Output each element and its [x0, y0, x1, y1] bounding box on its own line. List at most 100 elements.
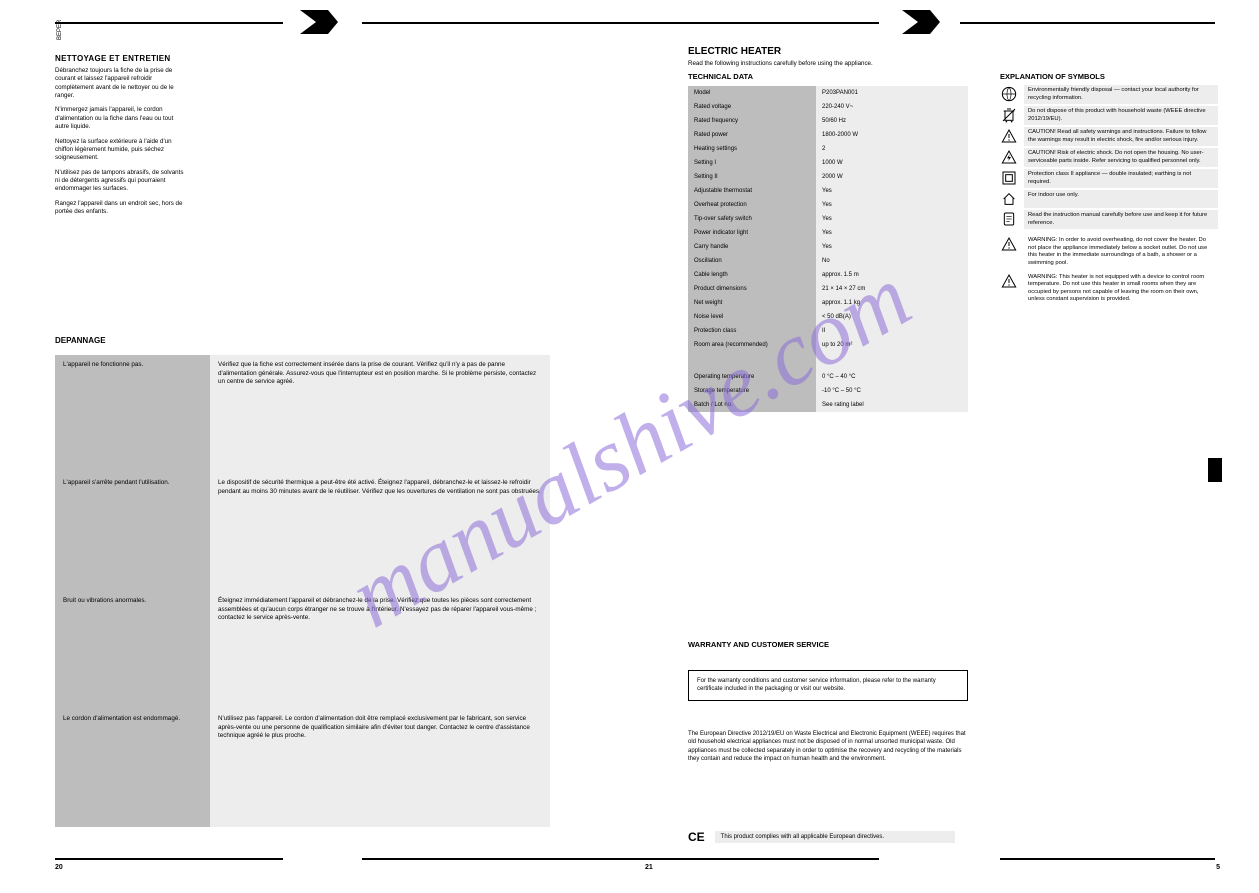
- tech-value: 0 °C – 40 °C: [816, 370, 968, 384]
- troubleshooting-title: DEPANNAGE: [55, 336, 106, 345]
- table-row: Batch / Lot no.See rating label: [688, 398, 968, 412]
- volt-icon: [1000, 148, 1018, 166]
- tech-key: Room area (recommended): [688, 338, 816, 370]
- tech-value: 50/60 Hz: [816, 114, 968, 128]
- ce-row: CE This product complies with all applic…: [688, 830, 955, 844]
- intro-paragraph: N'immergez jamais l'appareil, le cordon …: [55, 106, 185, 131]
- tech-value: Yes: [816, 226, 968, 240]
- table-row: Bruit ou vibrations anormales. Éteignez …: [55, 591, 550, 709]
- tech-key: Rated power: [688, 128, 816, 142]
- symbol-text: Environmentally friendly disposal — cont…: [1024, 85, 1218, 104]
- product-subtitle: Read the following instructions carefull…: [688, 60, 948, 68]
- table-row: ModelP203PAN001: [688, 86, 968, 100]
- tech-key: Setting II: [688, 170, 816, 184]
- symbol-text: CAUTION! Risk of electric shock. Do not …: [1024, 148, 1218, 167]
- tech-value: < 50 dB(A): [816, 310, 968, 324]
- table-row: Setting II2000 W: [688, 170, 968, 184]
- table-row: Tip-over safety switchYes: [688, 212, 968, 226]
- ce-text: This product complies with all applicabl…: [715, 831, 955, 843]
- indoor-icon: [1000, 190, 1018, 208]
- rule-bottom-mid: [362, 858, 879, 860]
- symbol-row: Protection class II appliance — double i…: [1000, 169, 1218, 188]
- table-row: Rated frequency50/60 Hz: [688, 114, 968, 128]
- tech-key: Carry handle: [688, 240, 816, 254]
- rule-top-right: [960, 22, 1215, 24]
- symbols-title: EXPLANATION OF SYMBOLS: [1000, 72, 1218, 81]
- manual-icon: [1000, 210, 1018, 228]
- tech-key: Cable length: [688, 268, 816, 282]
- tech-key: Oscillation: [688, 254, 816, 268]
- symbol-text: For indoor use only.: [1024, 190, 1218, 208]
- tech-key: Setting I: [688, 156, 816, 170]
- table-row: Cable lengthapprox. 1.5 m: [688, 268, 968, 282]
- symbol-row: Environmentally friendly disposal — cont…: [1000, 85, 1218, 104]
- tech-key: Noise level: [688, 310, 816, 324]
- tech-key: Net weight: [688, 296, 816, 310]
- tech-value: approx. 1.1 kg: [816, 296, 968, 310]
- intro-paragraph: Débranchez toujours la fiche de la prise…: [55, 67, 185, 100]
- note-box: For the warranty conditions and customer…: [688, 670, 968, 701]
- tech-value: 220-240 V~: [816, 100, 968, 114]
- problem-cell: Bruit ou vibrations anormales.: [55, 591, 210, 709]
- symbol-row: Do not dispose of this product with hous…: [1000, 106, 1218, 125]
- left-page: BEPER NETTOYAGE ET ENTRETIEN Débranchez …: [55, 30, 622, 840]
- globe-icon: [1000, 85, 1018, 103]
- brand-code-vertical: BEPER: [57, 20, 63, 40]
- tech-value: No: [816, 254, 968, 268]
- right-page: ELECTRIC HEATER Read the following instr…: [660, 30, 1220, 840]
- table-row: L'appareil s'arrête pendant l'utilisatio…: [55, 473, 550, 591]
- table-row: Room area (recommended)up to 20 m²: [688, 338, 968, 370]
- tech-value: up to 20 m²: [816, 338, 968, 370]
- warn-icon: [1000, 272, 1018, 290]
- tech-value: 21 × 14 × 27 cm: [816, 282, 968, 296]
- ce-mark-icon: CE: [688, 830, 705, 844]
- table-row: Noise level< 50 dB(A): [688, 310, 968, 324]
- tech-key: Rated voltage: [688, 100, 816, 114]
- symbol-row: CAUTION! Risk of electric shock. Do not …: [1000, 148, 1218, 167]
- tech-value: 2: [816, 142, 968, 156]
- tech-value: approx. 1.5 m: [816, 268, 968, 282]
- warning-list: WARNING: In order to avoid overheating, …: [1000, 235, 1218, 305]
- table-row: Protection classII: [688, 324, 968, 338]
- table-row: Storage temperature-10 °C – 50 °C: [688, 384, 968, 398]
- tech-value: P203PAN001: [816, 86, 968, 100]
- tech-value: -10 °C – 50 °C: [816, 384, 968, 398]
- symbol-row: CAUTION! Read all safety warnings and in…: [1000, 127, 1218, 146]
- weee-legend: The European Directive 2012/19/EU on Was…: [688, 730, 968, 764]
- tech-value: 1000 W: [816, 156, 968, 170]
- left-intro: NETTOYAGE ET ENTRETIEN Débranchez toujou…: [55, 54, 185, 222]
- troubleshooting-table: L'appareil ne fonctionne pas. Vérifiez q…: [55, 355, 550, 827]
- tech-value: II: [816, 324, 968, 338]
- table-row: Rated power1800-2000 W: [688, 128, 968, 142]
- tech-key: Power indicator light: [688, 226, 816, 240]
- tech-key: Rated frequency: [688, 114, 816, 128]
- page-number: 5: [1216, 864, 1220, 871]
- table-row: Net weightapprox. 1.1 kg: [688, 296, 968, 310]
- warning-text: WARNING: In order to avoid overheating, …: [1024, 235, 1218, 269]
- rule-bottom-left: [55, 858, 283, 860]
- symbol-text: Do not dispose of this product with hous…: [1024, 106, 1218, 125]
- warn-icon: [1000, 127, 1018, 145]
- weee-icon: [1000, 106, 1018, 124]
- tech-key: Tip-over safety switch: [688, 212, 816, 226]
- rule-bottom-right: [1000, 858, 1215, 860]
- table-row: Overheat protectionYes: [688, 198, 968, 212]
- tech-value: Yes: [816, 240, 968, 254]
- tech-value: 2000 W: [816, 170, 968, 184]
- symbol-row: Read the instruction manual carefully be…: [1000, 210, 1218, 229]
- symbol-text: Protection class II appliance — double i…: [1024, 169, 1218, 188]
- symbols-column: EXPLANATION OF SYMBOLS Environmentally f…: [1000, 72, 1218, 308]
- warranty-title: WARRANTY AND CUSTOMER SERVICE: [688, 640, 829, 649]
- symbol-text: CAUTION! Read all safety warnings and in…: [1024, 127, 1218, 146]
- tech-key: Overheat protection: [688, 198, 816, 212]
- table-row: L'appareil ne fonctionne pas. Vérifiez q…: [55, 355, 550, 473]
- table-row: Setting I1000 W: [688, 156, 968, 170]
- tech-value: Yes: [816, 184, 968, 198]
- tech-value: See rating label: [816, 398, 968, 412]
- tech-key: Adjustable thermostat: [688, 184, 816, 198]
- intro-paragraph: N'utilisez pas de tampons abrasifs, de s…: [55, 169, 185, 194]
- warning-row: WARNING: In order to avoid overheating, …: [1000, 235, 1218, 269]
- tech-key: Storage temperature: [688, 384, 816, 398]
- tech-key: Heating settings: [688, 142, 816, 156]
- table-row: Power indicator lightYes: [688, 226, 968, 240]
